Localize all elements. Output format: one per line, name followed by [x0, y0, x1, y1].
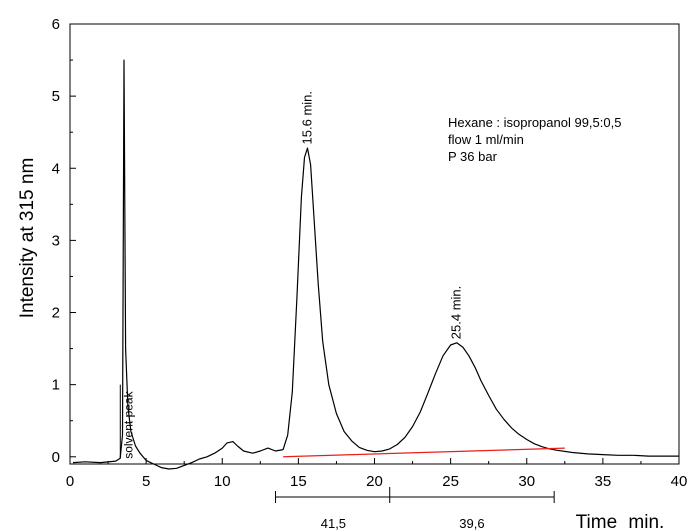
integration-baseline	[283, 447, 565, 458]
y-tick-label: 5	[52, 88, 60, 105]
x-axis: 0 5 10 15 20 25 30 35 40	[66, 458, 688, 490]
solvent-peak-label: solvent peak	[121, 390, 135, 458]
y-tick-label: 6	[52, 16, 60, 33]
conditions-notes: Hexane : isopropanol 99,5:0,5 flow 1 ml/…	[448, 115, 621, 164]
y-tick-label: 2	[52, 305, 60, 322]
plot-frame	[69, 23, 680, 465]
fraction-label: 41,5	[321, 516, 346, 531]
y-tick-label: 1	[52, 377, 60, 394]
fraction-bar: 41,5 39,6	[275, 487, 555, 531]
y-tick-label: 3	[52, 232, 60, 249]
peak-label: 25.4 min.	[449, 286, 464, 339]
x-tick-label: 15	[290, 473, 307, 490]
y-axis-label: Intensity at 315 nm	[17, 158, 38, 319]
note-line: Hexane : isopropanol 99,5:0,5	[448, 115, 621, 130]
series-layer	[72, 59, 679, 470]
y-tick-label: 0	[52, 449, 60, 466]
peak-label: 15.6 min.	[300, 91, 315, 144]
x-tick-label: 20	[366, 473, 383, 490]
x-tick-label: 30	[518, 473, 535, 490]
x-tick-label: 10	[214, 473, 231, 490]
plot-border	[69, 23, 680, 465]
y-axis: 0 1 2 3 4 5 6	[52, 16, 76, 466]
chromatogram-trace	[72, 59, 679, 470]
note-line: flow 1 ml/min	[448, 132, 524, 147]
annotations: 15.6 min. 25.4 min. solvent peak	[121, 91, 463, 459]
x-tick-label: 40	[671, 473, 688, 490]
fraction-label: 39,6	[459, 516, 484, 531]
x-axis-label: Time min.	[576, 512, 665, 532]
y-tick-label: 4	[52, 160, 60, 177]
x-tick-label: 5	[142, 473, 150, 490]
x-tick-label: 0	[66, 473, 74, 490]
note-line: P 36 bar	[448, 149, 498, 164]
x-tick-label: 25	[442, 473, 459, 490]
x-tick-label: 35	[595, 473, 612, 490]
